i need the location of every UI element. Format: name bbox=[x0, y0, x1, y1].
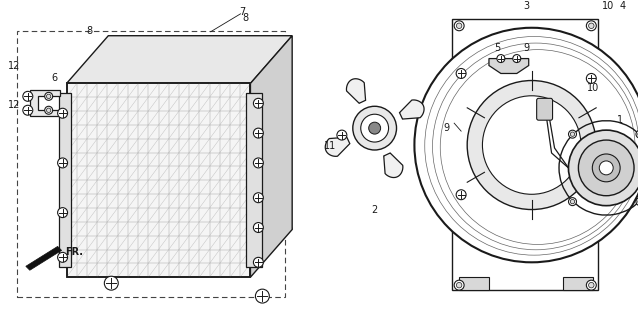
Text: 11: 11 bbox=[324, 141, 336, 151]
Polygon shape bbox=[67, 83, 250, 277]
Text: 8: 8 bbox=[243, 13, 248, 23]
Circle shape bbox=[570, 132, 575, 136]
Circle shape bbox=[23, 91, 33, 101]
Circle shape bbox=[47, 94, 51, 99]
Circle shape bbox=[589, 282, 594, 288]
Polygon shape bbox=[346, 79, 365, 103]
Polygon shape bbox=[452, 19, 598, 290]
Circle shape bbox=[513, 55, 521, 62]
Circle shape bbox=[361, 114, 388, 142]
Circle shape bbox=[483, 96, 581, 194]
Circle shape bbox=[636, 130, 640, 138]
Circle shape bbox=[497, 55, 505, 62]
Circle shape bbox=[253, 128, 263, 138]
Text: 5: 5 bbox=[494, 43, 500, 53]
Circle shape bbox=[353, 106, 397, 150]
Circle shape bbox=[599, 161, 613, 175]
Bar bbox=[17, 31, 285, 297]
Polygon shape bbox=[67, 36, 292, 83]
Text: 12: 12 bbox=[8, 100, 20, 110]
Polygon shape bbox=[384, 153, 403, 178]
Circle shape bbox=[47, 108, 51, 112]
Circle shape bbox=[638, 132, 640, 136]
Text: 9: 9 bbox=[443, 123, 449, 133]
Circle shape bbox=[456, 69, 466, 78]
Circle shape bbox=[456, 23, 462, 28]
Circle shape bbox=[579, 140, 634, 196]
Polygon shape bbox=[250, 83, 292, 230]
Circle shape bbox=[104, 276, 118, 290]
Polygon shape bbox=[399, 100, 424, 119]
Circle shape bbox=[369, 122, 381, 134]
Circle shape bbox=[568, 130, 577, 138]
Circle shape bbox=[568, 130, 640, 206]
Text: 2: 2 bbox=[372, 205, 378, 215]
Text: 10: 10 bbox=[587, 83, 600, 93]
Text: 3: 3 bbox=[524, 1, 530, 11]
Circle shape bbox=[592, 154, 620, 182]
Text: 7: 7 bbox=[239, 7, 246, 17]
Circle shape bbox=[638, 199, 640, 204]
Text: 9: 9 bbox=[524, 43, 530, 53]
Polygon shape bbox=[563, 277, 593, 290]
Circle shape bbox=[45, 106, 52, 114]
Polygon shape bbox=[459, 277, 489, 290]
Circle shape bbox=[586, 21, 596, 31]
Circle shape bbox=[586, 280, 596, 290]
Text: 6: 6 bbox=[52, 73, 58, 83]
Circle shape bbox=[415, 28, 640, 262]
Circle shape bbox=[589, 23, 594, 28]
Circle shape bbox=[58, 108, 68, 118]
Circle shape bbox=[45, 92, 52, 100]
Circle shape bbox=[253, 158, 263, 168]
Circle shape bbox=[255, 289, 269, 303]
Circle shape bbox=[456, 282, 462, 288]
Polygon shape bbox=[26, 246, 61, 270]
Text: 8: 8 bbox=[86, 26, 93, 36]
Text: 4: 4 bbox=[620, 1, 626, 11]
Circle shape bbox=[253, 193, 263, 203]
Text: FR.: FR. bbox=[65, 247, 84, 257]
Circle shape bbox=[467, 80, 596, 210]
Circle shape bbox=[253, 257, 263, 267]
Text: 1: 1 bbox=[617, 115, 623, 125]
Text: 12: 12 bbox=[8, 61, 20, 71]
Polygon shape bbox=[489, 59, 529, 74]
Circle shape bbox=[568, 197, 577, 206]
Circle shape bbox=[58, 252, 68, 262]
Polygon shape bbox=[246, 93, 262, 267]
Circle shape bbox=[570, 199, 575, 204]
Circle shape bbox=[586, 74, 596, 83]
Polygon shape bbox=[250, 36, 292, 277]
Polygon shape bbox=[30, 90, 60, 116]
Circle shape bbox=[454, 21, 464, 31]
Circle shape bbox=[454, 280, 464, 290]
Circle shape bbox=[636, 197, 640, 206]
FancyBboxPatch shape bbox=[537, 98, 552, 120]
Circle shape bbox=[337, 130, 347, 140]
Circle shape bbox=[253, 222, 263, 232]
Circle shape bbox=[58, 158, 68, 168]
Polygon shape bbox=[325, 137, 350, 156]
Text: 10: 10 bbox=[602, 1, 614, 11]
Circle shape bbox=[456, 190, 466, 200]
Polygon shape bbox=[59, 93, 70, 267]
Circle shape bbox=[23, 105, 33, 115]
Circle shape bbox=[58, 208, 68, 217]
Circle shape bbox=[253, 98, 263, 108]
